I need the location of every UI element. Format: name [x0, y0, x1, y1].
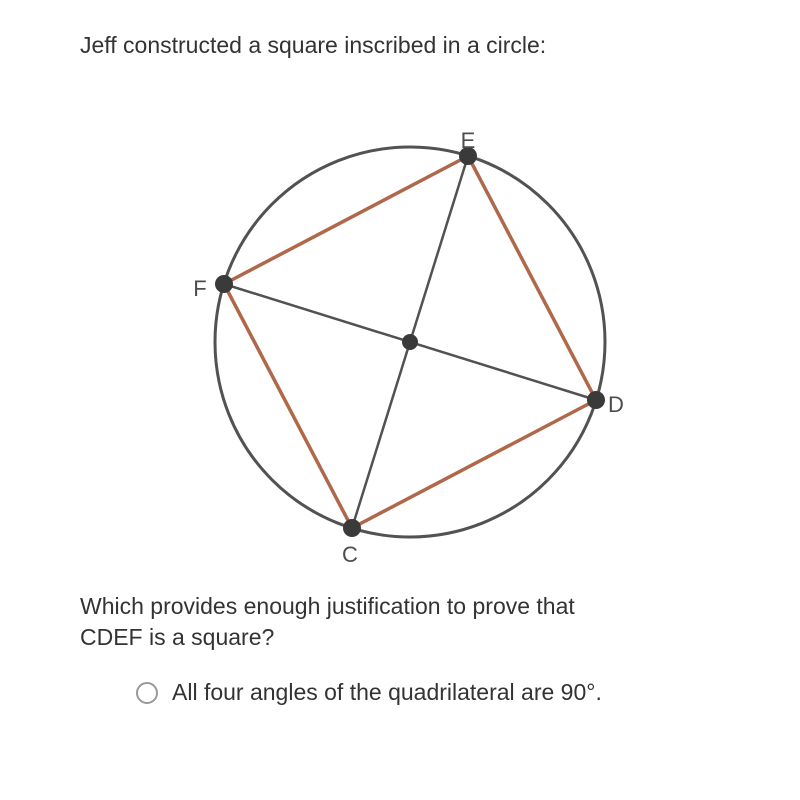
- svg-text:F: F: [193, 276, 206, 301]
- option-a-text: All four angles of the quadrilateral are…: [172, 679, 602, 706]
- svg-text:C: C: [342, 542, 358, 567]
- geometry-diagram: E D C F: [170, 87, 650, 567]
- followup-line1: Which provides enough justification to p…: [80, 593, 575, 619]
- question-followup: Which provides enough justification to p…: [80, 591, 740, 653]
- svg-text:E: E: [461, 128, 476, 153]
- radio-icon[interactable]: [136, 682, 158, 704]
- svg-text:D: D: [608, 392, 624, 417]
- question-intro: Jeff constructed a square inscribed in a…: [80, 32, 740, 59]
- option-a-row[interactable]: All four angles of the quadrilateral are…: [80, 679, 740, 706]
- followup-line2: CDEF is a square?: [80, 624, 274, 650]
